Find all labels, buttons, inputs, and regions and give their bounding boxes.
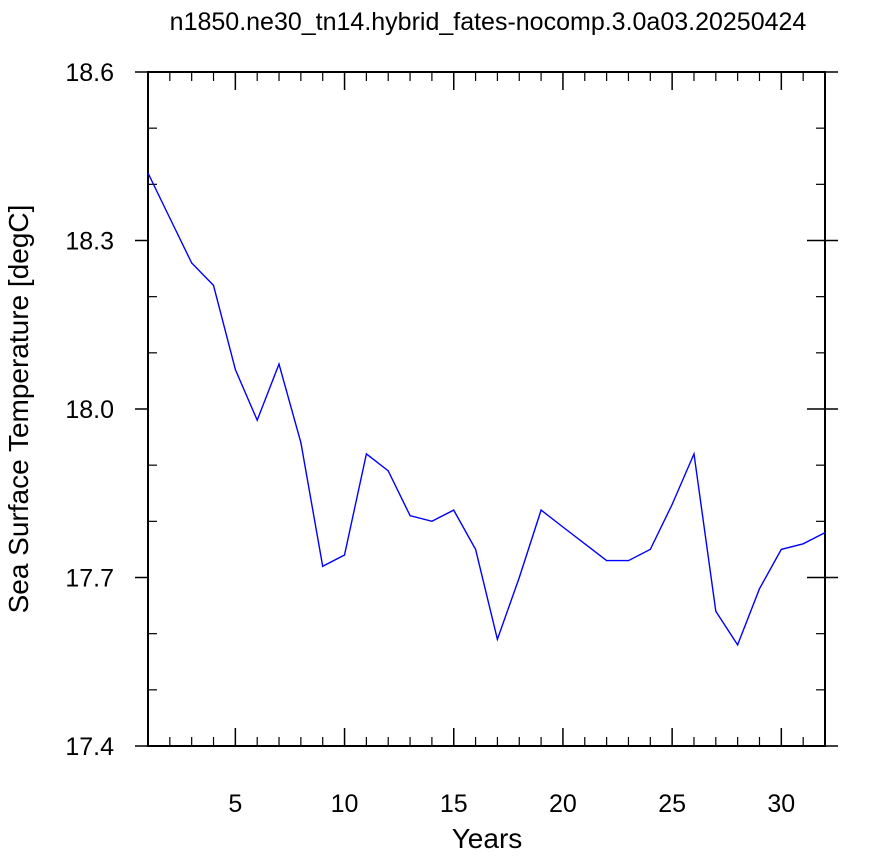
x-tick-label: 15 [440,790,468,818]
data-point [387,470,389,472]
x-axis-label: Years [452,823,523,854]
x-tick-label: 5 [228,790,242,818]
axis-ticks [135,71,838,747]
data-point [584,543,586,545]
data-point [496,638,499,640]
data-point [671,503,673,506]
x-tick-label: 25 [658,790,686,818]
data-point [147,172,149,174]
data-series [147,172,826,647]
data-point [540,509,542,511]
x-tick-label: 10 [331,790,359,818]
data-point [518,576,520,579]
data-point [169,217,171,219]
data-point [322,565,324,567]
data-point [343,554,346,556]
data-point [431,520,433,522]
data-point [256,419,258,421]
data-point [780,548,782,551]
data-point [562,526,564,528]
y-tick-label: 18.3 [65,228,114,256]
data-point [715,610,717,612]
data-point [191,262,193,264]
data-point [627,560,630,562]
x-tick-label: 30 [767,790,795,818]
plot-area [147,71,826,747]
data-point [212,284,215,287]
data-point [649,548,651,551]
data-point [300,442,302,444]
x-tick-label: 20 [549,790,577,818]
tick-labels: 5 10 15 20 25 30 17.4 17.7 18.0 18.3 18.6 [65,59,795,818]
y-tick-label: 17.4 [65,733,114,761]
data-point [278,363,280,365]
y-axis-label: Sea Surface Temperature [degC] [3,205,34,614]
data-point [758,588,761,590]
data-point [234,369,236,371]
y-tick-label: 18.6 [65,59,114,87]
data-point [365,453,367,455]
data-point [737,644,739,646]
data-point [802,543,804,545]
data-point [474,548,477,551]
data-point [824,531,826,534]
chart-title: n1850.ne30_tn14.hybrid_fates-nocomp.3.0a… [170,8,807,36]
y-tick-label: 18.0 [65,396,114,424]
data-point [453,509,455,511]
series-line [147,172,826,647]
plot-frame [147,71,826,747]
data-point [693,453,695,455]
data-point [606,560,608,562]
y-tick-label: 17.7 [65,565,114,593]
data-point [409,515,411,517]
